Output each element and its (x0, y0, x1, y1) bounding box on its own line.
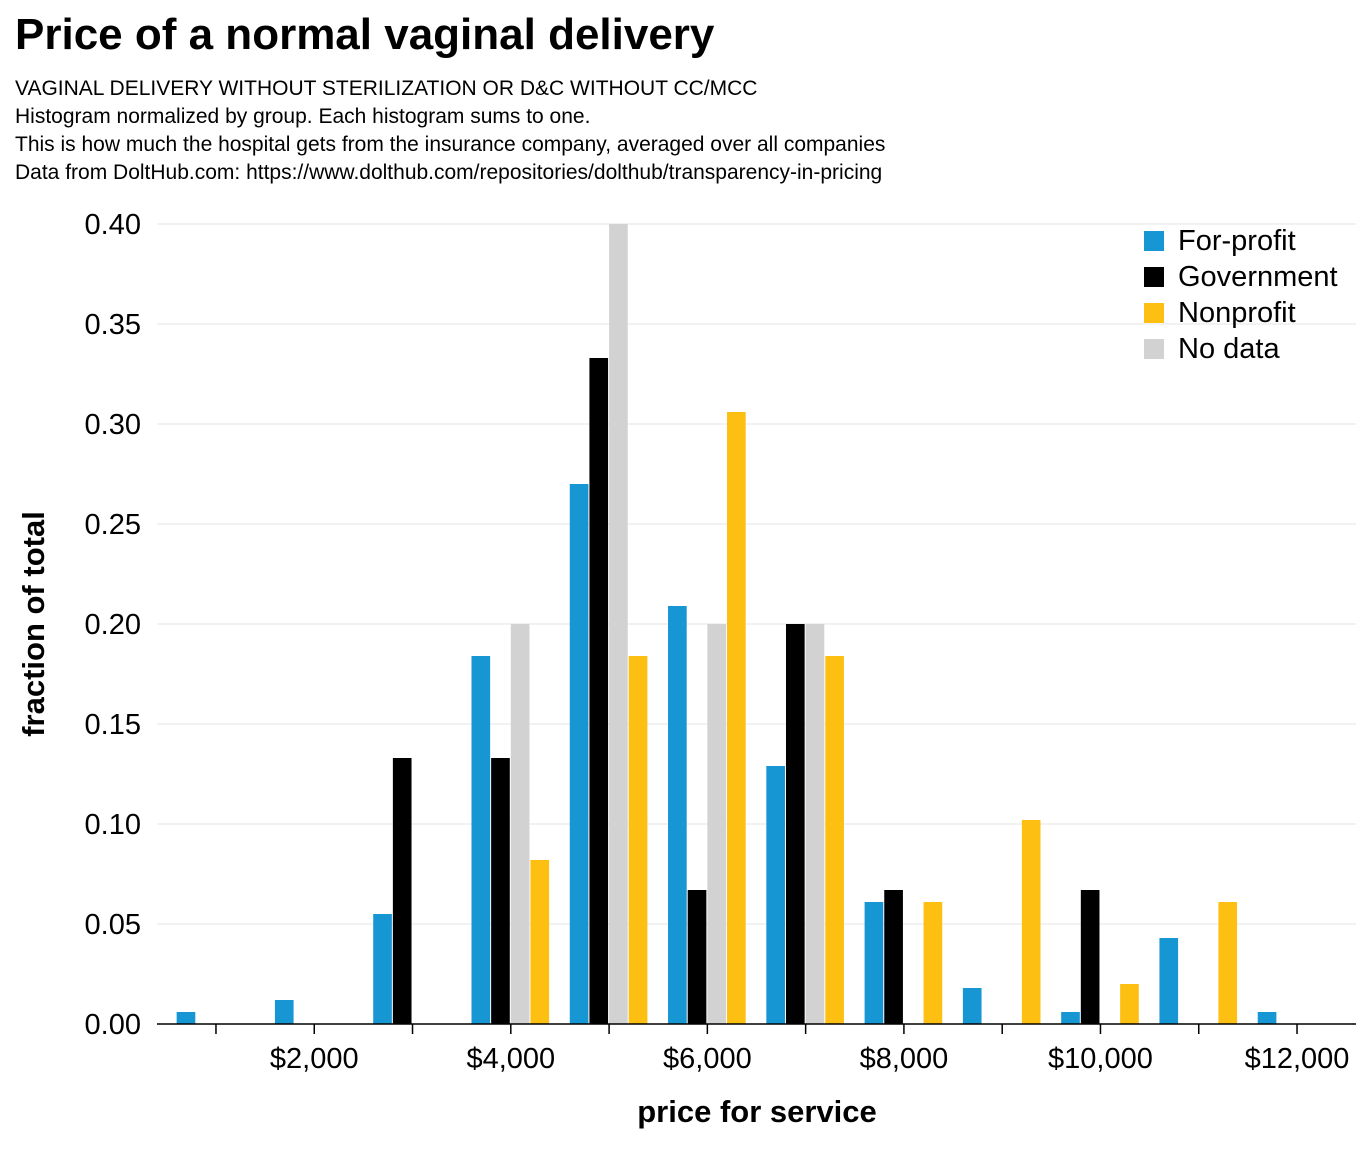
bar-no-data (805, 624, 825, 1024)
x-tick-label: $10,000 (1048, 1043, 1153, 1075)
bar-for-profit (373, 914, 392, 1024)
y-tick-label: 0.10 (85, 809, 141, 841)
legend-label: For-profit (1178, 225, 1296, 257)
subtitle-1: VAGINAL DELIVERY WITHOUT STERILIZATION O… (15, 77, 758, 100)
bar-nonprofit (825, 656, 844, 1024)
bar-for-profit (1061, 1012, 1080, 1024)
bar-for-profit (864, 902, 884, 1024)
chart-title: Price of a normal vaginal delivery (15, 10, 715, 59)
bar-government (1080, 890, 1100, 1024)
y-tick-label: 0.25 (85, 509, 141, 541)
bar-nonprofit (727, 412, 746, 1024)
y-tick-label: 0.15 (85, 709, 141, 741)
bar-no-data (609, 224, 628, 1024)
y-tick-label: 0.00 (85, 1009, 141, 1041)
bar-government (687, 890, 707, 1024)
x-tick-label: $2,000 (270, 1043, 359, 1075)
bar-for-profit (668, 606, 687, 1024)
bar-nonprofit (1218, 902, 1238, 1024)
bar-government (589, 358, 609, 1024)
y-tick-label: 0.30 (85, 409, 141, 441)
x-tick-label: $12,000 (1245, 1043, 1350, 1075)
bar-for-profit (766, 766, 785, 1024)
bar-nonprofit (1021, 820, 1041, 1024)
x-axis-label: price for service (637, 1094, 877, 1129)
bar-for-profit (1257, 1012, 1277, 1024)
subtitle-3: This is how much the hospital gets from … (15, 133, 886, 156)
bar-for-profit (569, 484, 589, 1024)
bar-government (392, 758, 412, 1024)
bar-for-profit (471, 656, 491, 1024)
bar-government (491, 758, 510, 1024)
bar-nonprofit (923, 902, 943, 1024)
legend-swatch (1144, 267, 1164, 287)
x-tick-label: $6,000 (663, 1043, 752, 1075)
legend-swatch (1144, 339, 1164, 359)
y-axis-label: fraction of total (16, 511, 51, 737)
y-tick-label: 0.05 (85, 909, 141, 941)
bar-for-profit (176, 1012, 196, 1024)
bar-for-profit (1159, 938, 1179, 1024)
subtitle-4: Data from DoltHub.com: https://www.dolth… (15, 161, 883, 184)
legend-swatch (1144, 303, 1164, 323)
bar-no-data (510, 624, 530, 1024)
y-tick-label: 0.20 (85, 609, 141, 641)
bar-nonprofit (530, 860, 550, 1024)
legend-swatch (1144, 231, 1164, 251)
bar-no-data (707, 624, 727, 1024)
bar-government (884, 890, 903, 1024)
subtitle-2: Histogram normalized by group. Each hist… (15, 105, 591, 128)
x-tick-label: $4,000 (466, 1043, 555, 1075)
bar-for-profit (962, 988, 982, 1024)
y-tick-label: 0.40 (85, 209, 141, 241)
legend-label: Nonprofit (1178, 297, 1296, 329)
legend-label: No data (1178, 333, 1280, 365)
bar-for-profit (274, 1000, 294, 1024)
bar-nonprofit (628, 656, 648, 1024)
legend-label: Government (1178, 261, 1338, 293)
x-tick-label: $8,000 (860, 1043, 949, 1075)
bar-government (785, 624, 805, 1024)
bar-nonprofit (1120, 984, 1139, 1024)
y-tick-label: 0.35 (85, 309, 141, 341)
